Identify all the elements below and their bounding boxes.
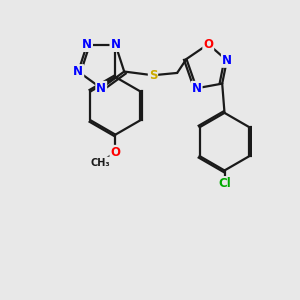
Text: N: N: [96, 82, 106, 95]
Text: N: N: [82, 38, 92, 51]
Text: N: N: [73, 65, 83, 78]
Text: O: O: [110, 146, 120, 159]
Text: O: O: [203, 38, 213, 51]
Text: N: N: [192, 82, 202, 95]
Text: N: N: [110, 38, 120, 51]
Text: Cl: Cl: [218, 177, 231, 190]
Text: S: S: [149, 69, 157, 82]
Text: N: N: [222, 54, 232, 67]
Text: CH₃: CH₃: [91, 158, 110, 167]
